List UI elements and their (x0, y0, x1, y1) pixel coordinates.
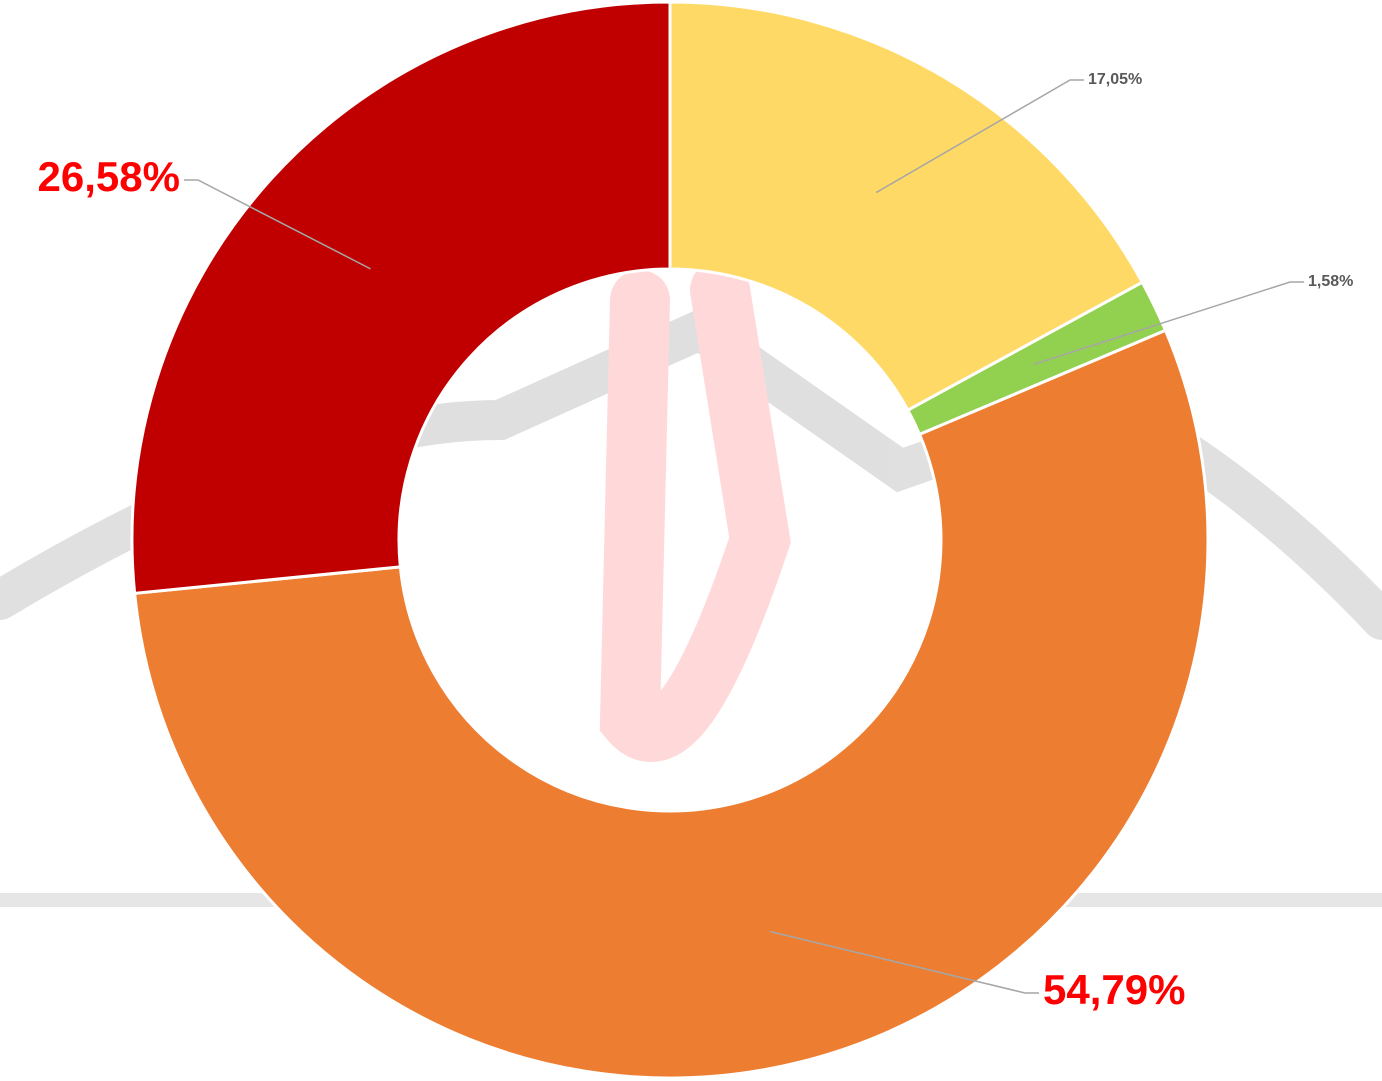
page: 17,05%1,58%54,79%26,58% (() => { const d… (0, 0, 1382, 1081)
data-label: 26,58% (38, 153, 180, 200)
data-label: 1,58% (1308, 273, 1353, 290)
data-label: 54,79% (1043, 966, 1185, 1013)
chart: 17,05% 1,58% 54,79% 26,58% (0, 0, 1382, 1081)
data-label: 17,05% (1088, 71, 1142, 88)
donut-segment (132, 2, 670, 593)
